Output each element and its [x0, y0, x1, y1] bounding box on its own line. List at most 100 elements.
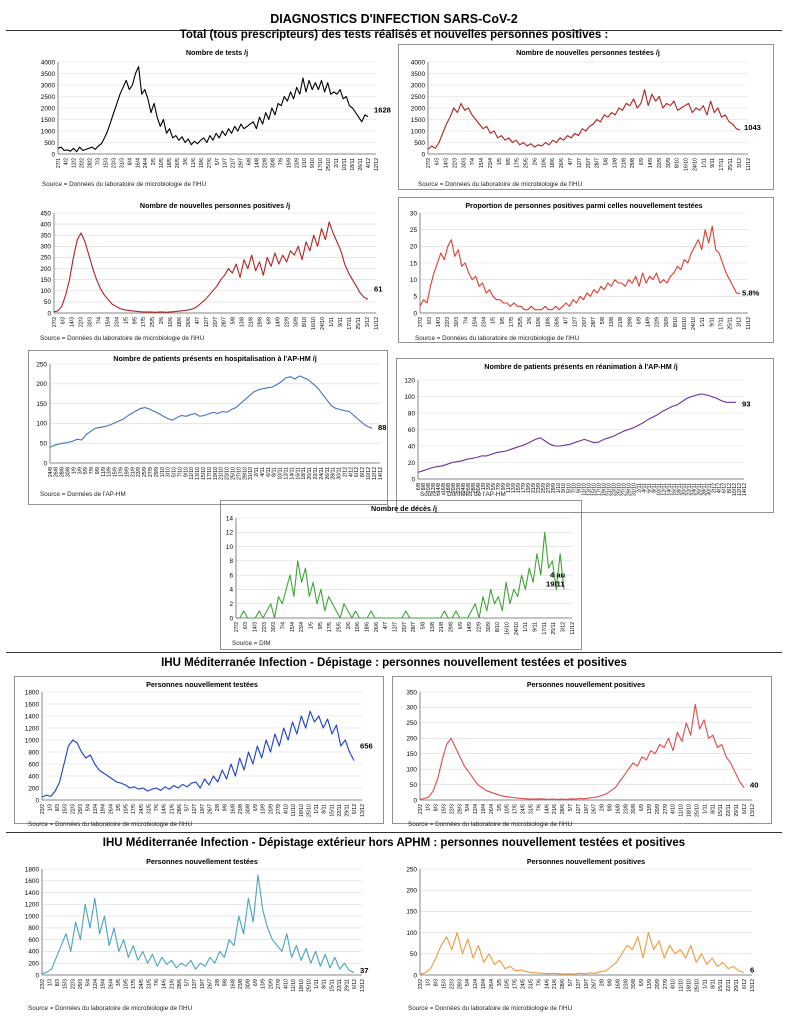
x-tick-label: 24/5	[521, 979, 527, 989]
x-tick-label: 14/6	[162, 979, 168, 989]
x-tick-label: 5/7	[215, 158, 221, 165]
x-tick-label: 31/3	[119, 158, 125, 168]
x-tick-label: 25/5	[524, 158, 530, 168]
x-tick-label: 19/7	[200, 804, 206, 814]
x-tick-label: 23/8	[623, 979, 629, 989]
y-tick-label: 100	[406, 930, 417, 937]
x-tick-label: 23/8	[238, 979, 244, 989]
x-tick-label: 12/7	[576, 804, 582, 814]
chart-title: Nombre de patients présents en réanimati…	[484, 362, 677, 371]
x-tick-label: 2/6	[532, 158, 538, 165]
x-tick-label: 7/6	[536, 804, 542, 811]
x-tick-label: 21/10	[606, 483, 612, 496]
x-tick-label: 11/9	[506, 483, 512, 493]
y-tick-label: 2500	[41, 94, 56, 101]
x-tick-label: 22/3	[445, 317, 451, 327]
x-tick-label: 7/6	[536, 979, 542, 986]
y-tick-label: 5	[413, 294, 417, 301]
x-tick-label: 5/10	[566, 483, 572, 493]
x-tick-label: 23/2	[418, 979, 424, 989]
x-tick-label: 21/6	[169, 979, 175, 989]
x-tick-label: 15/10	[591, 483, 597, 496]
y-tick-label: 120	[404, 377, 415, 384]
x-tick-label: 26/6	[559, 158, 565, 168]
x-tick-label: 29/11	[734, 979, 740, 992]
x-tick-label: 18/8	[446, 483, 452, 493]
chart-new-positive: Nombre de nouvelles personnes positives …	[28, 197, 396, 343]
x-tick-label: 17/5	[509, 317, 515, 327]
x-tick-label: 5/10	[172, 467, 178, 477]
x-tick-label: 28/11	[702, 483, 708, 496]
x-tick-label: 25/10	[616, 483, 622, 496]
x-tick-label: 1/9	[481, 483, 487, 490]
y-tick-label: 100	[406, 766, 417, 773]
chart-frame	[392, 676, 772, 824]
chart-title: Personnes nouvellement positives	[527, 857, 645, 866]
x-tick-label: 1/11	[329, 317, 335, 327]
x-tick-label: 14/3	[436, 317, 442, 327]
x-tick-label: 2/6	[159, 317, 165, 324]
x-tick-label: 28/6	[177, 804, 183, 814]
y-tick-label: 150	[406, 751, 417, 758]
x-tick-label: 5/7	[185, 804, 191, 811]
y-tick-label: 0	[35, 797, 39, 804]
x-tick-label: 15/4	[479, 158, 485, 168]
x-tick-label: 19/7	[200, 979, 206, 989]
y-tick-label: 2	[229, 601, 233, 608]
x-tick-label: 15/3	[104, 158, 110, 168]
y-tick-label: 40	[408, 443, 416, 450]
x-tick-label: 5/8	[420, 622, 426, 629]
x-tick-label: 27/2	[52, 317, 58, 327]
x-tick-label: 26/6	[374, 622, 380, 632]
x-tick-label: 26/8	[54, 467, 60, 477]
x-tick-label: 28/7	[411, 622, 417, 632]
x-tick-label: 8/4	[127, 158, 133, 165]
chart-title: Nombre de décès /j	[371, 504, 437, 513]
x-tick-label: 10/5	[505, 804, 511, 814]
x-tick-label: 30/8	[476, 483, 482, 493]
chart-svg-deces: Nombre de décès /j 0 2 4 6 8 10 12 14 27/2 6/3 14/3…	[220, 500, 582, 650]
x-tick-label: 20/2	[80, 158, 86, 168]
x-tick-label: 12/7	[577, 158, 583, 168]
x-tick-label: 18/6	[177, 317, 183, 327]
x-tick-label: 1/9	[71, 467, 77, 474]
x-tick-label: 4/10	[671, 979, 677, 989]
x-tick-label: 1/5	[491, 317, 497, 324]
x-tick-label: 8/11	[652, 483, 658, 493]
x-tick-label: 16/8	[615, 804, 621, 814]
y-tick-label: 250	[40, 255, 51, 262]
y-tick-label: 0	[413, 310, 417, 317]
x-tick-label: 29/3	[78, 979, 84, 989]
x-tick-label: 27/9	[663, 979, 669, 989]
x-tick-label: 3/10	[166, 467, 172, 477]
y-tick-label: 400	[28, 949, 39, 956]
x-tick-label: 15/4	[105, 317, 111, 327]
y-tick-label: 250	[406, 866, 417, 873]
x-tick-label: 1/11	[314, 979, 320, 989]
x-tick-label: 10/6	[541, 158, 547, 168]
source-deces: Source = DIM	[232, 640, 271, 647]
y-tick-label: 800	[28, 749, 39, 756]
y-tick-label: 0	[229, 615, 233, 622]
x-tick-label: 7/4	[97, 317, 103, 324]
y-tick-label: 6	[229, 572, 233, 579]
y-tick-label: 50	[44, 299, 52, 306]
x-tick-label: 27/10	[236, 467, 242, 480]
x-tick-label: 8/10	[673, 317, 679, 327]
x-tick-label: 9/5	[318, 622, 324, 629]
x-tick-label: 24/5	[521, 804, 527, 814]
x-tick-label: 4/10	[284, 804, 290, 814]
y-tick-label: 1500	[411, 117, 426, 124]
x-tick-label: 14/6	[162, 804, 168, 814]
y-tick-label: 200	[406, 736, 417, 743]
section-title-ihu-ext: IHU Méditerranée Infection - Dépistage e…	[102, 837, 686, 849]
x-tick-label: 26/11	[325, 467, 331, 480]
y-tick-label: 1000	[25, 913, 40, 920]
last-value-label: 40	[750, 781, 758, 790]
x-tick-label: 28/11	[331, 467, 337, 480]
y-tick-label: 3000	[41, 82, 56, 89]
x-tick-label: 29/9	[551, 483, 557, 493]
x-tick-label: 24/8	[48, 467, 54, 477]
x-tick-label: 6/11	[266, 467, 272, 477]
x-tick-label: 11/12	[374, 317, 380, 330]
